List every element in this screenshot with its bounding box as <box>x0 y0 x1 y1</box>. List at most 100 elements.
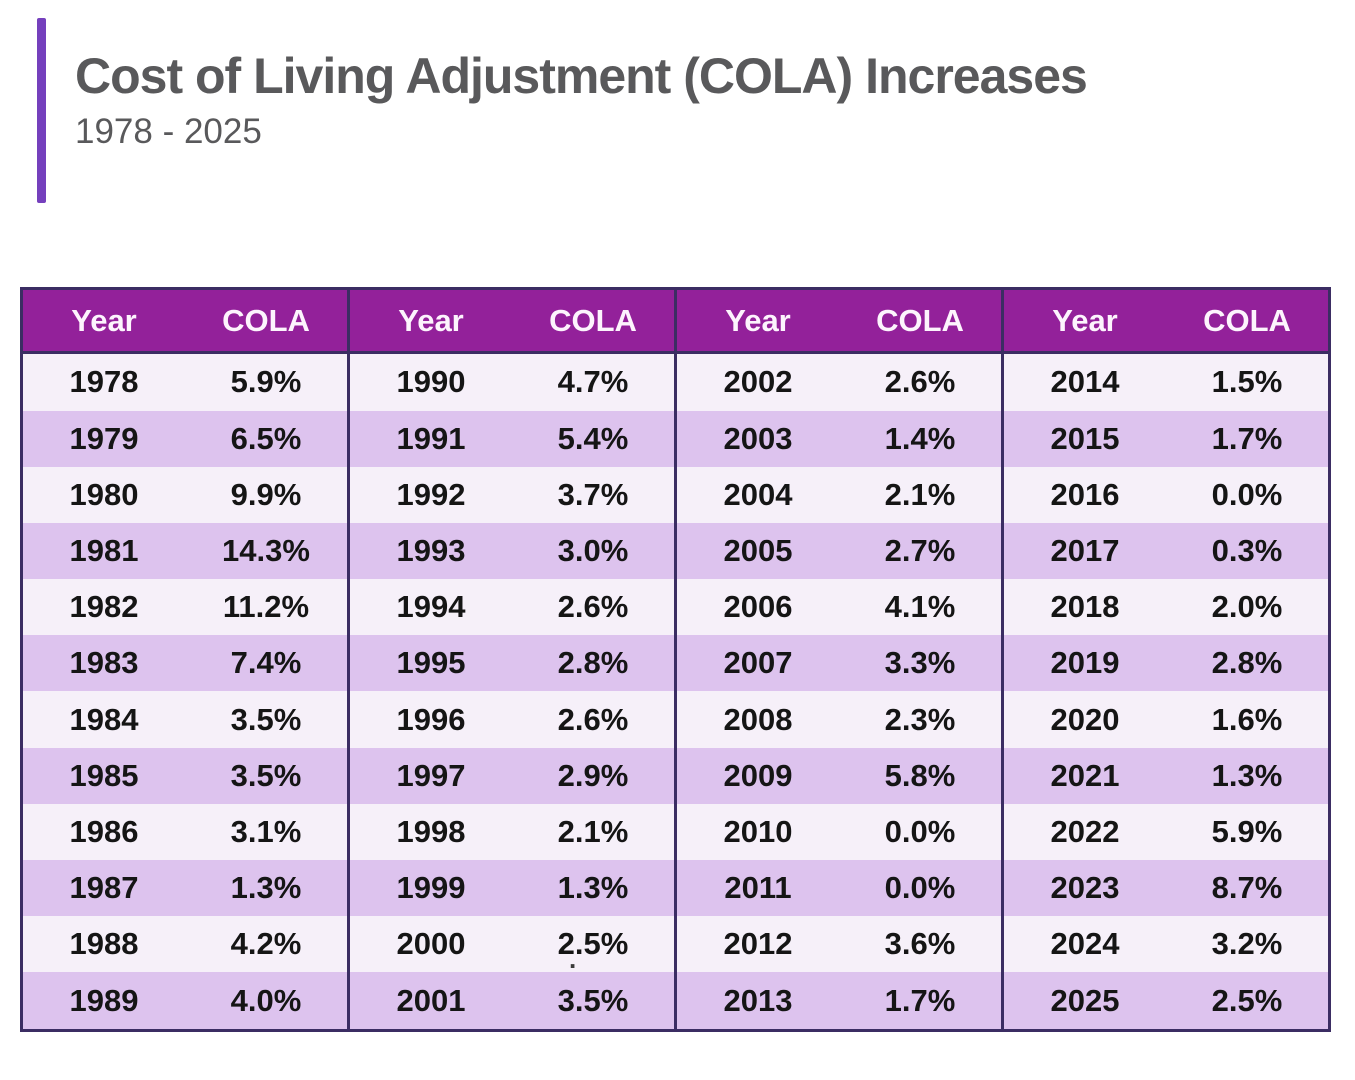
year-cell: 2010 <box>674 803 839 860</box>
title-accent-bar <box>37 18 46 203</box>
year-cell: 2006 <box>674 579 839 636</box>
year-cell: 1993 <box>347 523 512 580</box>
table-row: 1984 3.5% 1996 2.6% 2008 2.3% 2020 1.6% <box>21 691 1330 748</box>
cola-table: Year COLA Year COLA Year COLA Year COLA 1978 5.9… <box>20 287 1331 1032</box>
cola-cell: 2.9% <box>557 757 629 793</box>
cola-cell: 4.7% <box>557 364 629 400</box>
table-row: 1983 7.4% 1995 2.8% 2007 3.3% 2019 2.8% <box>21 635 1330 692</box>
year-cell: 2024 <box>1001 915 1166 973</box>
year-cell: 1989 <box>69 982 139 1018</box>
table-row: 1982 11.2% 1994 2.6% 2006 4.1% 2018 2.0% <box>21 579 1330 636</box>
year-cell: 1987 <box>69 869 139 905</box>
year-cell: 2002 <box>674 352 839 411</box>
year-cell: 2000 <box>347 915 512 973</box>
cola-cell: 3.2% <box>1211 926 1283 962</box>
year-cell: 1990 <box>347 352 512 411</box>
year-cell: 2012 <box>674 915 839 973</box>
cola-cell: 1.5% <box>1211 364 1283 400</box>
year-cell: 1994 <box>347 579 512 636</box>
year-cell: 1981 <box>69 533 139 569</box>
year-cell: 2020 <box>1001 691 1166 748</box>
year-cell: 1995 <box>347 635 512 692</box>
year-cell: 2009 <box>674 747 839 804</box>
cola-cell: 1.3% <box>1211 757 1283 793</box>
cola-cell: 5.8% <box>884 757 956 793</box>
cola-cell: 0.0% <box>1211 477 1283 513</box>
cola-cell: 4.2% <box>230 926 302 962</box>
cola-cell: 2.1% <box>884 477 956 513</box>
cola-cell: 3.3% <box>884 645 956 681</box>
year-cell: 1984 <box>69 701 139 737</box>
title-text-group: Cost of Living Adjustment (COLA) Increas… <box>75 18 1088 203</box>
column-header-year: Year <box>21 288 185 354</box>
cola-cell: 8.7% <box>1211 869 1283 905</box>
table-row: 1979 6.5% 1991 5.4% 2003 1.4% 2015 1.7% <box>21 410 1330 467</box>
page-title: Cost of Living Adjustment (COLA) Increas… <box>75 48 1088 104</box>
column-header-cola: COLA <box>185 288 349 354</box>
cola-cell: 7.4% <box>230 645 302 681</box>
table-row: 1980 9.9% 1992 3.7% 2004 2.1% 2016 0.0% <box>21 466 1330 524</box>
table-row: 1989 4.0% 2001 3.5% 2013 1.7% 2025 2.5% <box>21 972 1330 1031</box>
cola-cell: 5.9% <box>230 364 302 400</box>
cola-cell: 2.5% <box>1211 982 1283 1018</box>
year-cell: 1982 <box>69 589 139 625</box>
cola-cell: 3.1% <box>230 813 302 849</box>
cola-cell: 9.9% <box>230 477 302 513</box>
year-cell: 2023 <box>1001 859 1166 916</box>
cola-cell: 1.7% <box>1211 420 1283 456</box>
cola-cell: 4.0% <box>230 982 302 1018</box>
column-header-cola: COLA <box>839 288 1003 354</box>
cola-cell: 3.5% <box>557 982 629 1018</box>
cola-cell: 2.8% <box>557 645 629 681</box>
title-block: Cost of Living Adjustment (COLA) Increas… <box>37 18 1088 203</box>
table-row: 1985 3.5% 1997 2.9% 2009 5.8% 2021 1.3% <box>21 747 1330 804</box>
year-cell: 1998 <box>347 803 512 860</box>
year-cell: 2004 <box>674 466 839 524</box>
cola-cell: 2.7% <box>884 533 956 569</box>
table-row: 1988 4.2% 2000 2.5% 2012 3.6% 2024 3.2% <box>21 915 1330 973</box>
year-cell: 2025 <box>1001 972 1166 1031</box>
year-cell: 2011 <box>674 859 839 916</box>
cola-cell: 3.7% <box>557 477 629 513</box>
year-cell: 2005 <box>674 523 839 580</box>
cola-cell: 2.6% <box>557 701 629 737</box>
year-cell: 1991 <box>347 410 512 467</box>
cola-cell: 3.5% <box>230 757 302 793</box>
cola-cell: 2.6% <box>557 589 629 625</box>
year-cell: 2018 <box>1001 579 1166 636</box>
table-row: 1978 5.9% 1990 4.7% 2002 2.6% 2014 1.5% <box>21 352 1330 411</box>
year-cell: 1979 <box>69 420 139 456</box>
cola-cell: 2.0% <box>1211 589 1283 625</box>
year-cell: 2003 <box>674 410 839 467</box>
year-cell: 2017 <box>1001 523 1166 580</box>
cola-cell: 3.6% <box>884 926 956 962</box>
cola-cell: 0.0% <box>884 869 956 905</box>
table-row: 1987 1.3% 1999 1.3% 2011 0.0% 2023 8.7% <box>21 859 1330 916</box>
column-header-year: Year <box>1001 288 1166 354</box>
cola-cell: 1.7% <box>884 982 956 1018</box>
header-row: Year COLA Year COLA Year COLA Year COLA <box>21 288 1330 354</box>
cola-cell: 2.6% <box>884 364 956 400</box>
cola-cell: 5.4% <box>557 420 629 456</box>
year-cell: 2019 <box>1001 635 1166 692</box>
column-header-year: Year <box>347 288 512 354</box>
year-cell: 1999 <box>347 859 512 916</box>
cola-cell: 2.5% <box>557 926 629 962</box>
column-header-cola: COLA <box>512 288 676 354</box>
cola-cell: 5.9% <box>1211 813 1283 849</box>
year-cell: 2021 <box>1001 747 1166 804</box>
cola-cell: 6.5% <box>230 420 302 456</box>
cola-cell: 1.4% <box>884 420 956 456</box>
year-cell: 1980 <box>69 477 139 513</box>
year-cell: 2001 <box>347 972 512 1031</box>
year-cell: 2008 <box>674 691 839 748</box>
cola-cell: 1.3% <box>557 869 629 905</box>
year-cell: 1986 <box>69 813 139 849</box>
year-cell: 2015 <box>1001 410 1166 467</box>
cola-cell: 1.6% <box>1211 701 1283 737</box>
cola-cell: 1.3% <box>230 869 302 905</box>
cola-cell: 4.1% <box>884 589 956 625</box>
cola-cell: 3.5% <box>230 701 302 737</box>
cola-cell: 11.2% <box>222 589 310 625</box>
year-cell: 1983 <box>69 645 139 681</box>
